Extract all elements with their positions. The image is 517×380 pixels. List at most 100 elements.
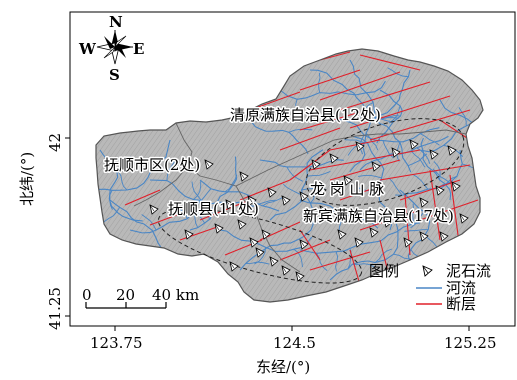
river-segment (352, 135, 393, 231)
river-segment (249, 119, 309, 155)
debris-flow-icon (237, 219, 247, 230)
river-segment (299, 199, 379, 229)
faults-layer (124, 51, 479, 286)
river-segment (329, 223, 399, 281)
fault-line (289, 149, 331, 181)
debris-flow-icon (403, 237, 413, 248)
river-segment (387, 67, 409, 78)
river-segment (420, 137, 452, 201)
fault-line (319, 71, 401, 101)
river-segment (252, 199, 276, 207)
debris-flow-icon (225, 199, 235, 210)
fault-line (329, 139, 381, 151)
fault-line (249, 91, 301, 111)
x-axis-title: 东经/(°) (256, 358, 310, 376)
fault-line (149, 209, 191, 226)
debris-flow-icon (383, 217, 393, 228)
river-segment (338, 213, 347, 233)
debris-flow-icon (269, 256, 279, 267)
river-segment (245, 261, 270, 265)
county-boundary (133, 165, 189, 207)
debris-flow-icon (451, 181, 461, 192)
river-segment (307, 171, 331, 177)
legend-title: 图例 (369, 262, 399, 280)
river-segment (412, 203, 415, 224)
river-segment (318, 72, 321, 93)
river-segment (191, 206, 205, 224)
debris-flow-icon (229, 261, 239, 272)
fault-line (349, 249, 361, 286)
fault-line (359, 54, 421, 71)
river-segment (170, 204, 188, 219)
y-axis-title: 北纬/(°) (18, 152, 36, 206)
river-segment (419, 133, 440, 146)
debris-flow-sites (149, 139, 469, 282)
debris-flow-icon (329, 153, 339, 164)
study-area-outline (95, 48, 484, 303)
river-segment (395, 149, 463, 196)
river-segment (438, 175, 458, 190)
fault-line (279, 239, 331, 261)
x-tick-124-5: 124.5 (273, 334, 316, 352)
fault-line (199, 199, 251, 221)
river-segment (96, 139, 171, 192)
river-segment (279, 80, 386, 100)
label-xinbin: 新宾满族自治县(17处) (303, 207, 454, 225)
fault-line (299, 229, 321, 261)
compass-south: S (109, 66, 120, 84)
dashed-zones (157, 118, 465, 284)
river-segment (282, 183, 303, 196)
river-segment (99, 149, 143, 222)
compass-west: W (78, 40, 97, 58)
debris-flow-icon (419, 231, 429, 242)
river-segment (316, 253, 328, 272)
debris-flow-icon (281, 195, 291, 206)
debris-flow-icon (184, 229, 194, 240)
zone-southwest (157, 208, 363, 284)
fault-line (419, 199, 479, 221)
debris-flow-icon (447, 145, 457, 156)
river-segment (295, 99, 300, 119)
debris-flow-icon (435, 185, 445, 196)
river-segment (191, 208, 199, 228)
debris-flow-icon (343, 175, 353, 186)
river-segment (200, 200, 211, 220)
fault-line (299, 69, 361, 91)
river-segment (269, 149, 324, 221)
fault-line (369, 109, 471, 141)
river-segment (109, 190, 113, 210)
river-segment (374, 248, 393, 263)
river-segment (103, 207, 121, 223)
fault-line (399, 179, 461, 201)
debris-flow-icon (419, 197, 429, 208)
fault-line (329, 159, 401, 181)
debris-flow-icon (371, 161, 381, 172)
legend-debris-flow-label: 泥石流 (446, 262, 491, 280)
river-segment (388, 178, 403, 196)
debris-flow-icon (319, 205, 329, 216)
fault-line (299, 111, 361, 131)
river-segment (224, 174, 238, 193)
compass-east: E (133, 40, 144, 58)
river-segment (376, 89, 403, 144)
debris-flow-icon (337, 229, 347, 240)
debris-flow-icon (429, 149, 439, 160)
legend-debris-flow-icon (422, 265, 433, 277)
river-segment (193, 181, 202, 200)
label-fushun-county: 抚顺县(11处) (168, 200, 259, 218)
x-tick-125-25: 125.25 (444, 334, 497, 352)
river-segment (410, 211, 425, 229)
label-fushun-city: 抚顺市区(2处) (104, 156, 200, 174)
river-segment (309, 69, 368, 118)
river-segment (352, 263, 376, 268)
x-tick-123-75: 123.75 (90, 334, 143, 352)
fault-line (349, 95, 451, 129)
fault-line (339, 81, 431, 111)
river-segment (412, 173, 429, 190)
scale-label-0: 0 (82, 286, 92, 304)
river-segment (358, 174, 382, 179)
river-segment (107, 156, 132, 162)
debris-flow-icon (317, 185, 327, 196)
river-segment (288, 128, 313, 133)
